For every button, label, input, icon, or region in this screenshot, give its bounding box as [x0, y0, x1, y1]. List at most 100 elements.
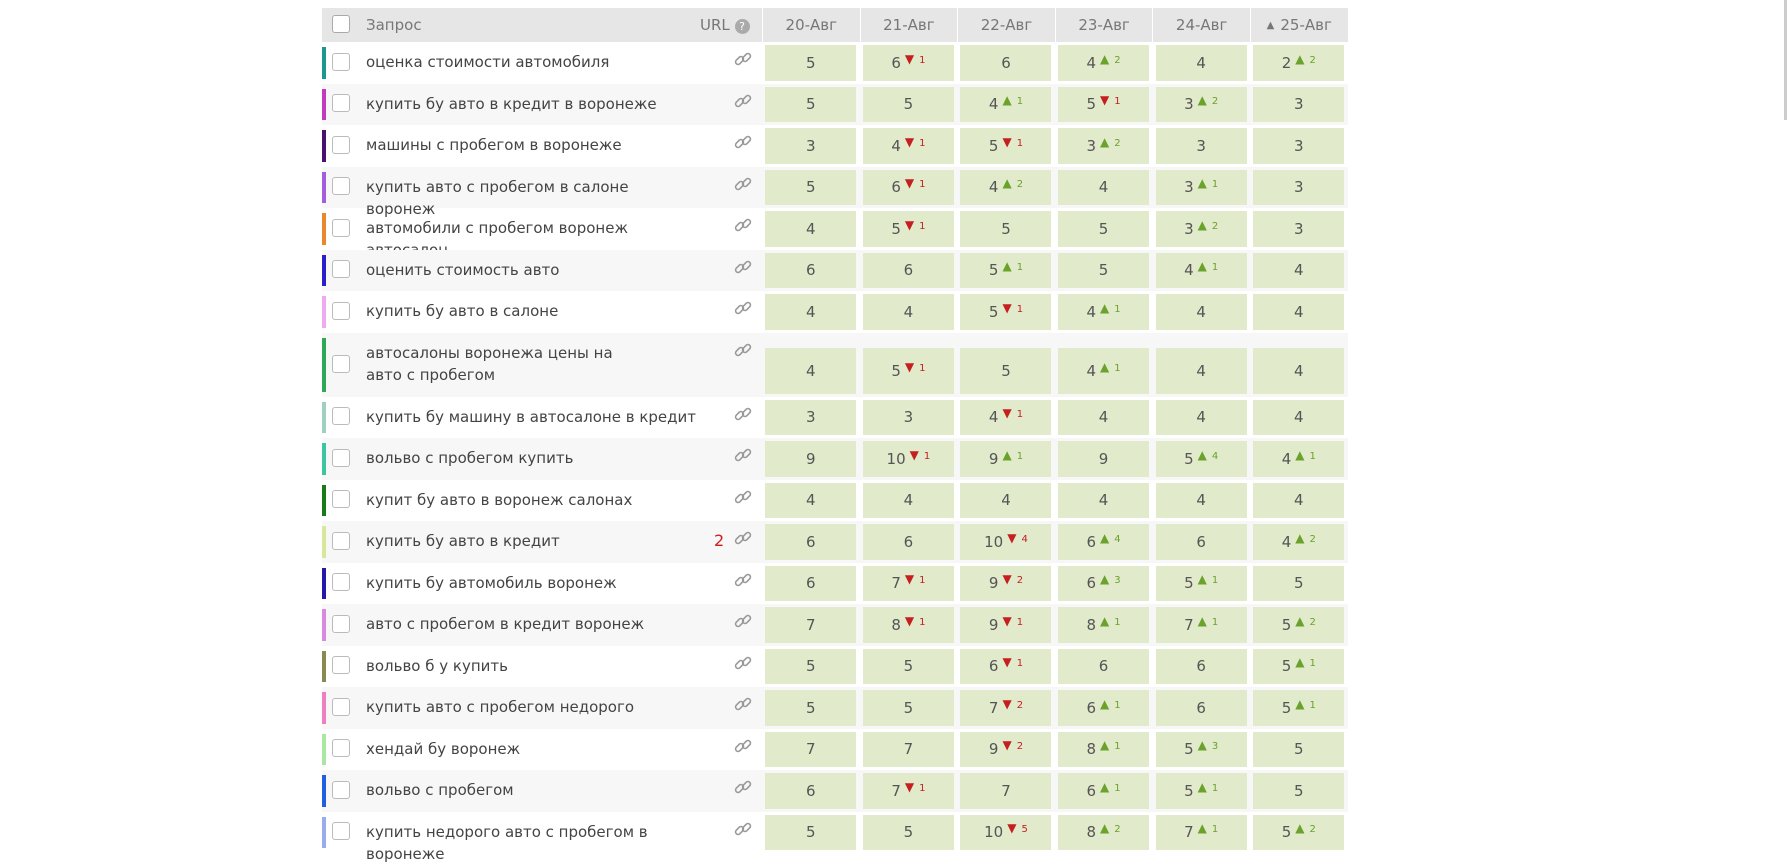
position-value: 7 [891, 574, 901, 593]
url-link[interactable] [733, 215, 753, 235]
position-change: ▼ 1 [1100, 93, 1121, 107]
date-header[interactable]: 22-Авг [957, 8, 1055, 42]
position-cell: 4 [1253, 294, 1345, 330]
row-checkbox[interactable] [332, 573, 350, 592]
position-value: 3 [806, 408, 816, 427]
date-header[interactable]: 20-Авг [762, 8, 860, 42]
position-value: 5 [1184, 449, 1194, 468]
row-checkbox[interactable] [332, 531, 350, 550]
url-count: 2 [714, 531, 725, 550]
url-link[interactable] [733, 570, 753, 590]
row-checkbox[interactable] [332, 52, 350, 71]
position-change: ▲ 2 [1100, 52, 1121, 66]
position-cell: 3 [1155, 128, 1247, 164]
url-link[interactable] [733, 611, 753, 631]
row-checkbox[interactable] [332, 135, 350, 154]
position-value: 6 [806, 261, 816, 280]
row-checkbox[interactable] [332, 780, 350, 799]
url-link[interactable] [733, 298, 753, 318]
url-link[interactable] [733, 445, 753, 465]
date-header[interactable]: ▲ 25-Авг [1249, 8, 1348, 42]
change-value: 2 [1309, 616, 1316, 628]
row-checkbox[interactable] [332, 822, 350, 841]
position-value: 9 [1098, 449, 1109, 468]
position-cell: 5 [765, 45, 857, 81]
change-value: 1 [919, 179, 926, 191]
help-icon[interactable]: ? [734, 19, 750, 34]
position-value: 6 [903, 532, 914, 551]
color-marker [322, 254, 326, 286]
url-link[interactable] [733, 257, 753, 277]
row-checkbox[interactable] [332, 301, 350, 320]
url-link[interactable] [733, 132, 753, 152]
position-cell: 7 ▼ 1 [862, 773, 954, 809]
row-checkbox[interactable] [332, 177, 350, 196]
position-value: 5 [806, 657, 816, 676]
position-value: 4 [1086, 361, 1097, 380]
url-link[interactable] [733, 736, 753, 756]
position-value: 4 [1098, 491, 1109, 510]
position-change: ▼ 1 [1002, 655, 1023, 669]
color-marker [322, 733, 326, 765]
query-header[interactable]: Запрос [366, 16, 422, 34]
row-checkbox[interactable] [332, 354, 350, 373]
position-change: ▲ 2 [1198, 93, 1219, 107]
query-text: купит бу авто в воронеж салонах [366, 490, 633, 509]
position-cell: 4 [1155, 399, 1247, 435]
url-link[interactable] [733, 404, 753, 424]
row-checkbox[interactable] [332, 739, 350, 758]
row-checkbox[interactable] [332, 94, 350, 113]
url-link[interactable] [733, 174, 753, 194]
row-checkbox[interactable] [332, 407, 350, 426]
position-value: 3 [1184, 219, 1194, 238]
positions-table: Запрос URL ? 20-Авг 21-Авг 22-Авг 23-Авг 24-… [322, 8, 1348, 863]
position-change: ▼ 5 [1007, 821, 1028, 835]
link-icon [734, 52, 752, 66]
color-marker [322, 47, 326, 79]
query-row: купить бу авто в кредит в воронеже 5 5 4 ▲ 1 5… [322, 83, 1348, 125]
url-link[interactable] [733, 91, 753, 111]
date-header[interactable]: 23-Авг [1054, 8, 1153, 42]
url-link[interactable] [733, 49, 753, 69]
row-checkbox[interactable] [332, 260, 350, 279]
position-cell: 7 [862, 731, 954, 767]
row-checkbox[interactable] [332, 614, 350, 633]
link-icon [734, 135, 752, 149]
url-link[interactable] [733, 694, 753, 714]
date-header[interactable]: 21-Авг [859, 8, 958, 42]
row-checkbox[interactable] [332, 218, 350, 237]
position-cells: 5 5 10 ▼ 5 8 ▲ 2 7 ▲ 1 5 ▲ 2 [762, 812, 1348, 854]
position-cell: 4 [765, 294, 857, 330]
url-link[interactable] [733, 340, 753, 360]
position-cell: 6 ▲ 1 [1058, 690, 1150, 726]
row-checkbox[interactable] [332, 697, 350, 716]
position-cell: 5 [765, 690, 857, 726]
select-all-checkbox[interactable] [332, 15, 350, 33]
url-link[interactable] [733, 653, 753, 673]
position-cell: 6 [1058, 648, 1150, 684]
position-change: ▲ 2 [1295, 614, 1316, 628]
url-header: URL ? [700, 16, 750, 34]
change-value: 1 [1016, 96, 1024, 108]
change-arrow: ▲ [1002, 93, 1012, 108]
query-row: автомобили с пробегом воронеж автосалон4… [322, 208, 1348, 259]
change-value: 1 [1309, 699, 1316, 711]
url-link[interactable] [733, 487, 753, 507]
position-value: 6 [1086, 574, 1097, 593]
url-link[interactable] [733, 819, 753, 839]
change-value: 1 [1114, 699, 1121, 711]
position-change: ▲ 1 [1100, 738, 1121, 752]
row-checkbox[interactable] [332, 490, 350, 509]
position-cell: 7 ▼ 2 [960, 690, 1052, 726]
query-row: купить авто с пробегом в салоне воронеж 5… [322, 166, 1348, 218]
row-checkbox[interactable] [332, 656, 350, 675]
url-link[interactable] [733, 777, 753, 797]
scrollbar[interactable] [1784, 0, 1787, 120]
position-cell: 7 [960, 773, 1052, 809]
position-value: 5 [1184, 740, 1194, 759]
change-arrow: ▲ [1100, 821, 1110, 836]
url-link[interactable] [733, 528, 753, 548]
date-header[interactable]: 24-Авг [1152, 8, 1250, 42]
change-value: 1 [1211, 782, 1219, 794]
row-checkbox[interactable] [332, 448, 350, 467]
